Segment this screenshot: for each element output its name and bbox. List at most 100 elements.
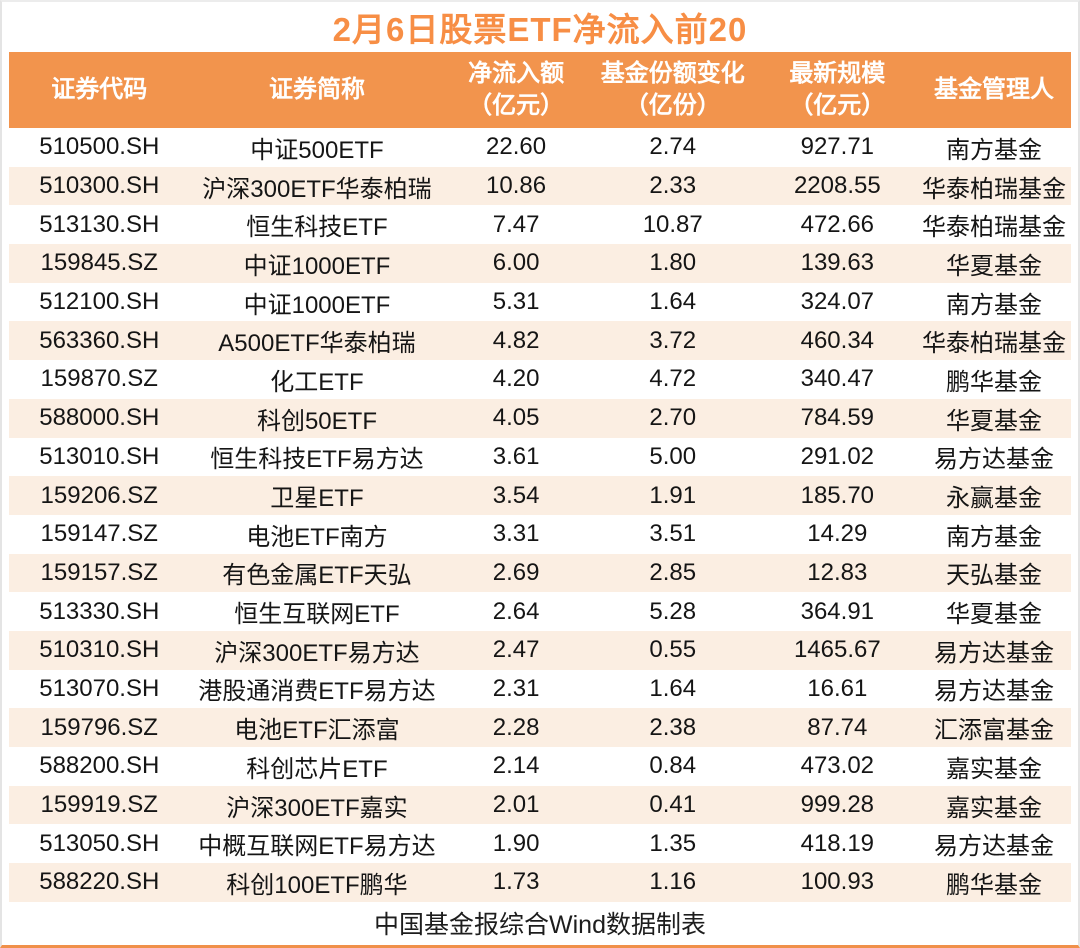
cell-code: 563360.SH <box>39 326 160 354</box>
col-header-manager: 基金管理人 <box>933 75 1054 103</box>
etf-table: 证券代码 证券简称 净流入额 （亿元） 基金份额变化 （亿份） 最新规模 （亿元） 基金管理人 … <box>9 52 1071 902</box>
cell-name: A500ETF华泰柏瑞 <box>218 330 416 358</box>
cell-code: 588200.SH <box>39 752 160 780</box>
table-row: 159919.SZ 沪深300ETF嘉实 2.01 0.41 999.28 嘉实基金 <box>9 785 1071 825</box>
cell-share-change: 3.72 <box>649 326 697 354</box>
cell-inflow: 3.61 <box>492 442 540 470</box>
cell-share-change: 2.33 <box>649 172 697 200</box>
cell-manager: 嘉实基金 <box>945 794 1042 822</box>
cell-code: 159206.SZ <box>40 481 158 509</box>
table-row: 159206.SZ 卫星ETF 3.54 1.91 185.70 永赢基金 <box>9 476 1071 515</box>
cell-code: 588220.SH <box>39 868 160 896</box>
cell-scale: 340.47 <box>800 365 875 393</box>
cell-name: 中证1000ETF <box>243 252 391 280</box>
cell-scale: 100.93 <box>800 868 875 896</box>
cell-code: 513070.SH <box>39 674 160 702</box>
cell-name: 电池ETF南方 <box>246 523 388 551</box>
cell-manager: 易方达基金 <box>933 639 1054 667</box>
cell-share-change: 3.51 <box>649 520 697 548</box>
cell-share-change: 1.35 <box>649 829 697 857</box>
cell-manager: 天弘基金 <box>945 562 1042 590</box>
table-row: 510500.SH 中证500ETF 22.60 2.74 927.71 南方基金 <box>9 128 1071 167</box>
col-header-share-change: 基金份额变化 （亿份） <box>600 59 745 119</box>
cell-name: 恒生科技ETF易方达 <box>210 446 424 474</box>
cell-inflow: 4.82 <box>492 326 540 354</box>
cell-inflow: 3.54 <box>492 481 540 509</box>
cell-name: 沪深300ETF华泰柏瑞 <box>202 175 432 203</box>
cell-inflow: 2.14 <box>492 752 540 780</box>
cell-code: 513010.SH <box>39 442 160 470</box>
cell-share-change: 2.74 <box>649 133 697 161</box>
cell-inflow: 5.31 <box>492 288 540 316</box>
cell-inflow: 7.47 <box>492 210 540 238</box>
cell-manager: 嘉实基金 <box>945 755 1042 783</box>
col-header-code: 证券代码 <box>51 75 148 103</box>
table-row: 159870.SZ 化工ETF 4.20 4.72 340.47 鹏华基金 <box>9 360 1071 399</box>
table-row: 159796.SZ 电池ETF汇添富 2.28 2.38 87.74 汇添富基金 <box>9 708 1071 747</box>
cell-inflow: 4.05 <box>492 404 540 432</box>
cell-inflow: 10.86 <box>486 172 547 200</box>
cell-scale: 2208.55 <box>793 172 881 200</box>
cell-share-change: 1.91 <box>649 481 697 509</box>
cell-name: 港股通消费ETF易方达 <box>198 678 436 706</box>
cell-scale: 16.61 <box>807 674 868 702</box>
cell-scale: 473.02 <box>800 752 875 780</box>
cell-name: 科创芯片ETF <box>246 755 388 783</box>
cell-manager: 华夏基金 <box>945 252 1042 280</box>
table-row: 510300.SH 沪深300ETF华泰柏瑞 10.86 2.33 2208.55 华泰柏… <box>9 166 1071 206</box>
cell-manager: 鹏华基金 <box>945 368 1042 396</box>
table-row: 159845.SZ 中证1000ETF 6.00 1.80 139.63 华夏基金 <box>9 244 1071 283</box>
cell-share-change: 2.38 <box>649 713 697 741</box>
cell-name: 有色金属ETF天弘 <box>222 562 412 590</box>
cell-scale: 364.91 <box>800 597 875 625</box>
table-row: 588220.SH 科创100ETF鹏华 1.73 1.16 100.93 鹏华基金 <box>9 863 1071 902</box>
table-row: 563360.SH A500ETF华泰柏瑞 4.82 3.72 460.34 华泰柏瑞基金 <box>9 321 1071 361</box>
cell-scale: 784.59 <box>800 404 875 432</box>
table-body: 510500.SH 中证500ETF 22.60 2.74 927.71 南方基金 5103… <box>9 128 1071 902</box>
cell-name: 中证1000ETF <box>243 291 391 319</box>
cell-code: 159147.SZ <box>40 520 158 548</box>
cell-share-change: 4.72 <box>649 365 697 393</box>
cell-share-change: 0.55 <box>649 636 697 664</box>
cell-share-change: 2.70 <box>649 404 697 432</box>
table-row: 513070.SH 港股通消费ETF易方达 2.31 1.64 16.61 易方达基金 <box>9 669 1071 709</box>
col-header-scale: 最新规模 （亿元） <box>789 59 886 119</box>
cell-name: 科创50ETF <box>256 407 377 435</box>
cell-code: 513050.SH <box>39 829 160 857</box>
cell-manager: 华泰柏瑞基金 <box>921 175 1066 203</box>
cell-scale: 1465.67 <box>793 636 881 664</box>
cell-inflow: 4.20 <box>492 365 540 393</box>
table-row: 513010.SH 恒生科技ETF易方达 3.61 5.00 291.02 易方达基金 <box>9 437 1071 477</box>
cell-manager: 南方基金 <box>945 523 1042 551</box>
cell-scale: 291.02 <box>800 442 875 470</box>
cell-code: 588000.SH <box>39 404 160 432</box>
cell-manager: 华泰柏瑞基金 <box>921 214 1066 242</box>
cell-name: 卫星ETF <box>270 485 364 513</box>
cell-inflow: 2.01 <box>492 791 540 819</box>
cell-inflow: 2.31 <box>492 674 540 702</box>
table-row: 159157.SZ 有色金属ETF天弘 2.69 2.85 12.83 天弘基金 <box>9 553 1071 593</box>
cell-name: 中证500ETF <box>250 136 384 164</box>
cell-scale: 14.29 <box>807 520 868 548</box>
cell-manager: 永赢基金 <box>945 485 1042 513</box>
cell-manager: 汇添富基金 <box>933 717 1054 745</box>
cell-share-change: 0.41 <box>649 791 697 819</box>
cell-name: 沪深300ETF嘉实 <box>226 794 408 822</box>
cell-manager: 易方达基金 <box>933 678 1054 706</box>
cell-share-change: 2.85 <box>649 558 697 586</box>
cell-code: 512100.SH <box>39 288 160 316</box>
cell-share-change: 1.64 <box>649 288 697 316</box>
cell-share-change: 1.16 <box>649 868 697 896</box>
cell-scale: 999.28 <box>800 791 875 819</box>
cell-scale: 460.34 <box>800 326 875 354</box>
cell-name: 中概互联网ETF易方达 <box>198 833 436 861</box>
table-row: 513130.SH 恒生科技ETF 7.47 10.87 472.66 华泰柏瑞基金 <box>9 205 1071 245</box>
cell-manager: 鹏华基金 <box>945 871 1042 899</box>
cell-inflow: 3.31 <box>492 520 540 548</box>
cell-inflow: 2.69 <box>492 558 540 586</box>
cell-code: 159870.SZ <box>40 365 158 393</box>
cell-code: 510300.SH <box>39 172 160 200</box>
cell-inflow: 1.90 <box>492 829 540 857</box>
cell-manager: 华泰柏瑞基金 <box>921 330 1066 358</box>
